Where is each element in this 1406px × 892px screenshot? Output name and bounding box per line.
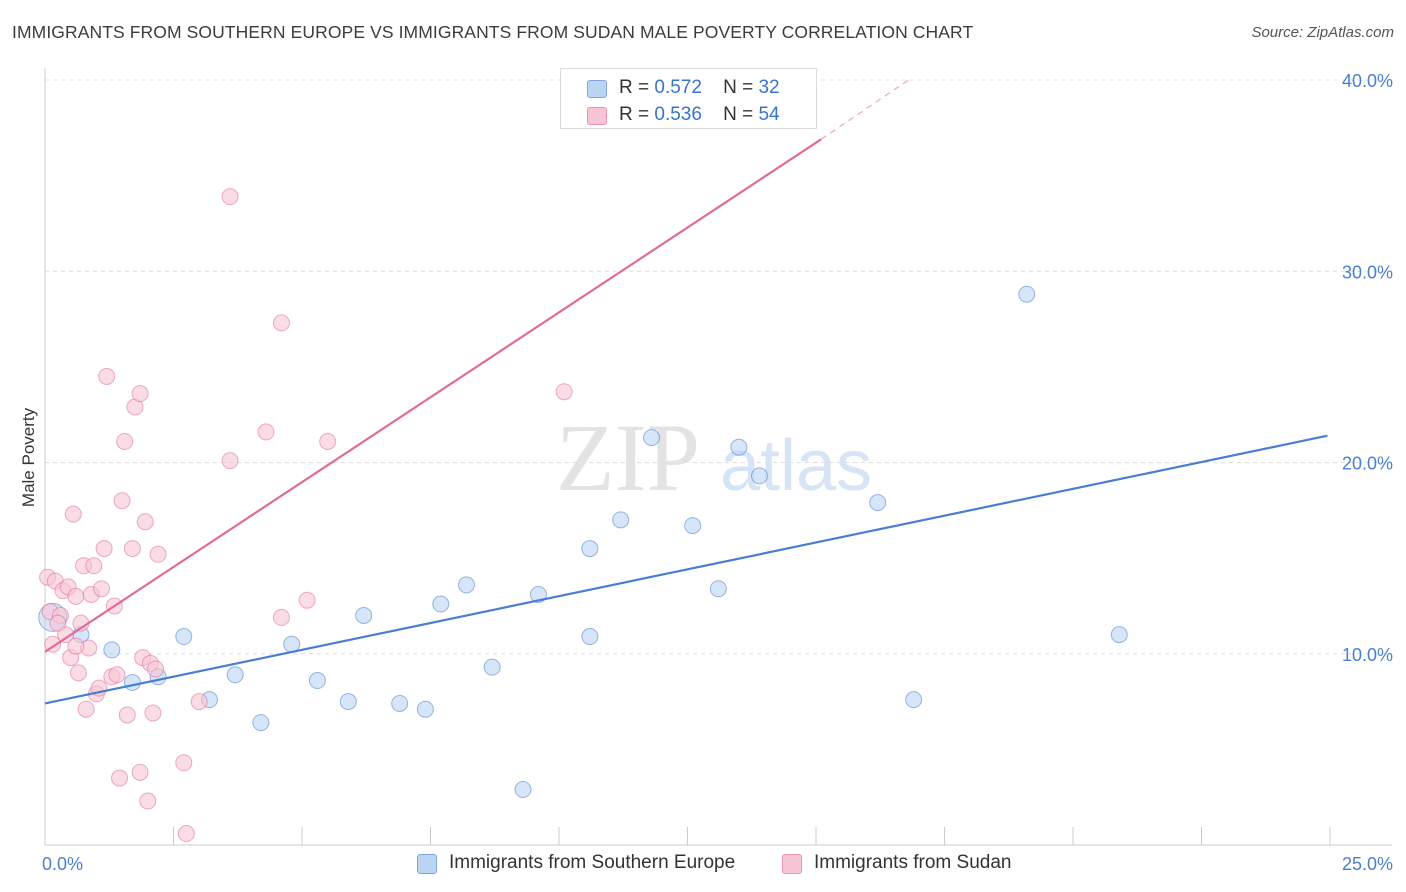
source-label: Source: ZipAtlas.com bbox=[1251, 24, 1394, 41]
point-sudan bbox=[131, 385, 149, 403]
legend-n-label: N = bbox=[723, 104, 754, 125]
axis-labels: 10.0% 20.0% 30.0% 40.0% 0.0% 25.0% Male Povert… bbox=[19, 71, 1393, 874]
legend-r-value: 0.536 bbox=[654, 104, 702, 125]
point-sudan bbox=[175, 754, 193, 772]
y-tick-label: 10.0% bbox=[1342, 645, 1393, 665]
point-sudan bbox=[111, 769, 129, 787]
watermark: ZIP atlas bbox=[556, 404, 872, 511]
chart-title: IMMIGRANTS FROM SOUTHERN EUROPE VS IMMIG… bbox=[12, 22, 974, 42]
point-southern-europe bbox=[175, 628, 193, 646]
point-sudan bbox=[144, 704, 162, 722]
point-southern-europe bbox=[684, 517, 702, 535]
point-sudan bbox=[139, 792, 157, 810]
legend-swatch-blue bbox=[587, 80, 607, 98]
point-sudan bbox=[190, 693, 208, 711]
point-southern-europe bbox=[581, 540, 599, 558]
y-tick-label: 20.0% bbox=[1342, 454, 1393, 474]
point-southern-europe bbox=[457, 576, 475, 594]
point-sudan bbox=[221, 188, 239, 206]
point-sudan bbox=[64, 505, 82, 523]
legend-r-value: 0.572 bbox=[654, 77, 702, 98]
y-axis-label: Male Poverty bbox=[19, 407, 38, 507]
trend-line-southern-europe bbox=[44, 434, 1328, 705]
legend-swatch-blue bbox=[417, 854, 437, 874]
point-sudan bbox=[257, 423, 275, 441]
point-sudan bbox=[85, 557, 103, 575]
point-southern-europe bbox=[355, 607, 373, 624]
gridlines bbox=[45, 79, 1392, 655]
point-sudan bbox=[95, 540, 113, 558]
axes bbox=[44, 68, 1392, 846]
point-sudan bbox=[116, 432, 134, 450]
y-tick-label: 40.0% bbox=[1342, 71, 1393, 91]
x-tick-label: 25.0% bbox=[1342, 854, 1393, 874]
point-sudan bbox=[272, 314, 290, 332]
legend-n-value: 32 bbox=[758, 77, 780, 98]
point-sudan bbox=[113, 492, 131, 510]
point-sudan bbox=[49, 614, 67, 632]
point-sudan bbox=[131, 763, 149, 781]
y-tick-label: 30.0% bbox=[1342, 262, 1393, 282]
point-southern-europe bbox=[432, 595, 450, 613]
trend-line-sudan bbox=[44, 138, 822, 653]
point-sudan bbox=[147, 660, 165, 678]
point-southern-europe bbox=[581, 628, 599, 646]
point-southern-europe bbox=[730, 438, 748, 456]
point-sudan bbox=[136, 513, 154, 531]
point-southern-europe bbox=[123, 673, 141, 691]
legend-label: Immigrants from Southern Europe bbox=[449, 852, 736, 873]
point-southern-europe bbox=[339, 693, 357, 711]
point-southern-europe bbox=[103, 641, 121, 659]
point-southern-europe bbox=[483, 658, 501, 676]
point-southern-europe bbox=[514, 781, 532, 799]
point-southern-europe bbox=[308, 672, 326, 690]
point-sudan bbox=[298, 591, 316, 609]
point-sudan bbox=[69, 664, 87, 682]
point-southern-europe bbox=[1018, 285, 1036, 303]
point-southern-europe bbox=[1110, 626, 1128, 644]
point-sudan bbox=[221, 452, 239, 470]
point-southern-europe bbox=[612, 511, 630, 529]
point-southern-europe bbox=[643, 429, 661, 447]
point-sudan bbox=[319, 432, 337, 450]
legend-n-label: N = bbox=[723, 77, 754, 98]
legend-label: Immigrants from Sudan bbox=[814, 852, 1012, 873]
point-sudan bbox=[93, 580, 111, 598]
legend-swatch-pink bbox=[587, 107, 607, 125]
point-sudan bbox=[108, 666, 126, 684]
point-sudan bbox=[149, 545, 167, 563]
point-sudan bbox=[67, 637, 85, 655]
watermark-zip: ZIP bbox=[556, 404, 700, 511]
legend-n-value: 54 bbox=[758, 104, 780, 125]
point-southern-europe bbox=[226, 666, 244, 684]
point-southern-europe bbox=[905, 691, 923, 709]
point-sudan bbox=[98, 367, 116, 385]
trend-lines bbox=[44, 79, 1328, 705]
point-southern-europe bbox=[709, 580, 727, 598]
point-southern-europe bbox=[750, 467, 768, 485]
point-southern-europe bbox=[416, 700, 434, 718]
point-sudan bbox=[67, 587, 85, 605]
trend-line-sudan-extension bbox=[820, 79, 909, 140]
point-sudan bbox=[555, 383, 573, 401]
point-southern-europe bbox=[869, 494, 887, 512]
legend-r-label: R = bbox=[619, 77, 650, 98]
watermark-atlas: atlas bbox=[720, 426, 872, 506]
point-southern-europe bbox=[252, 714, 270, 732]
point-sudan bbox=[272, 608, 290, 626]
correlation-legend: R = 0.572 N = 32 R = 0.536 N = 54 bbox=[560, 68, 817, 129]
data-points bbox=[38, 188, 1128, 843]
point-sudan bbox=[123, 540, 141, 558]
point-southern-europe bbox=[391, 694, 409, 712]
legend-r-label: R = bbox=[619, 104, 650, 125]
point-southern-europe bbox=[529, 585, 547, 603]
point-sudan bbox=[177, 825, 195, 843]
x-tick-label: 0.0% bbox=[42, 854, 83, 874]
legend-swatch-pink bbox=[782, 854, 802, 874]
point-sudan bbox=[77, 700, 95, 718]
point-sudan bbox=[118, 706, 136, 724]
